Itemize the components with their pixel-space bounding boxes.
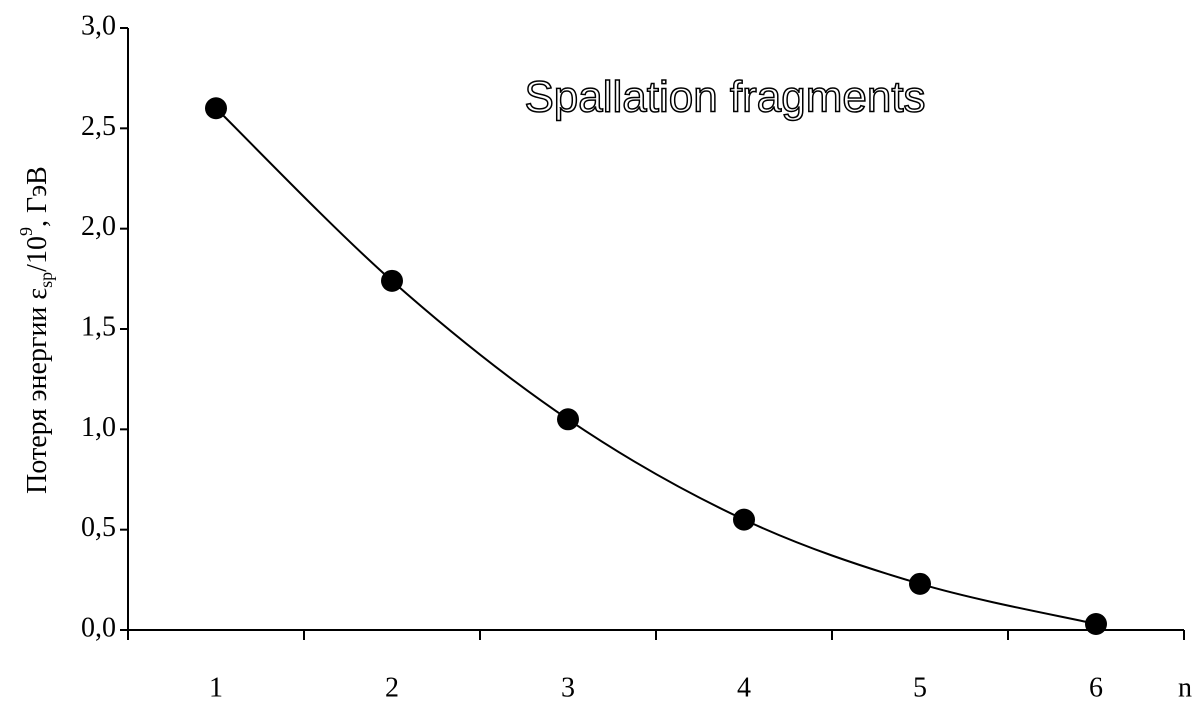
point — [733, 508, 755, 531]
y-label-part: , ГэВ — [22, 166, 53, 227]
point — [557, 408, 579, 431]
y-tick-label: 0,5 — [81, 512, 116, 543]
y-tick-label: 1,0 — [81, 412, 116, 443]
x-tick-label: 2 — [385, 672, 399, 703]
y-tick-label: 1,5 — [81, 311, 116, 342]
y-label-part: 9 — [16, 227, 36, 236]
x-tick-label: 3 — [561, 672, 575, 703]
y-tick-label: 0,0 — [81, 612, 116, 643]
y-tick-label: 2,0 — [81, 211, 116, 242]
curve — [215, 107, 1097, 625]
point — [205, 97, 227, 120]
chart-title: Spallation fragments — [524, 73, 925, 122]
point — [909, 572, 931, 595]
y-tick-label: 3,0 — [81, 10, 116, 41]
x-tick-label: 5 — [913, 672, 927, 703]
y-label-part: Потеря энергии ε — [22, 288, 53, 494]
x-tick-label: 4 — [737, 672, 751, 703]
x-axis-label: n — [1178, 672, 1192, 703]
y-axis-label: Потеря энергии εsp/109, ГэВ — [16, 166, 56, 494]
point — [381, 269, 403, 292]
x-tick-label: 6 — [1089, 672, 1103, 703]
x-tick-label: 1 — [209, 672, 223, 703]
y-tick-label: 2,5 — [81, 111, 116, 142]
y-label-part: sp — [36, 272, 56, 288]
point — [1085, 612, 1107, 635]
y-label-part: /10 — [22, 236, 53, 272]
